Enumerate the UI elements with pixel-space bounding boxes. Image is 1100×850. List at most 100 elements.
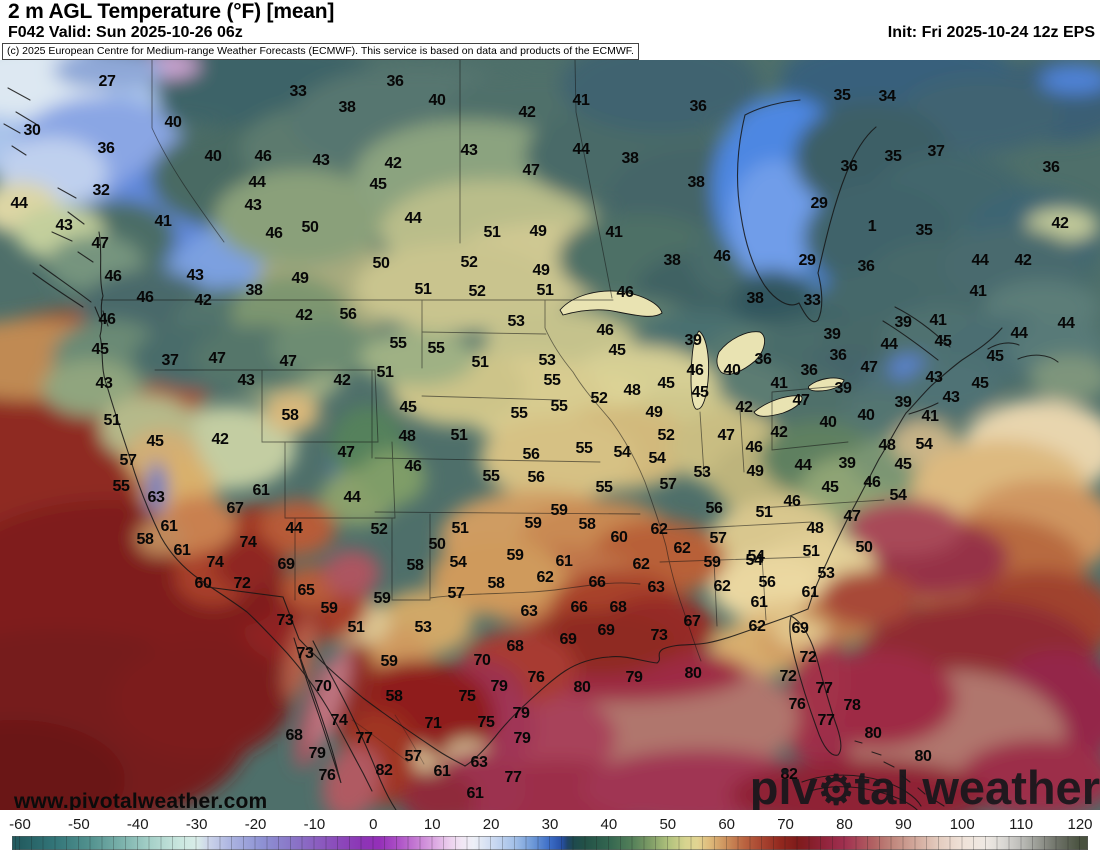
- temp-label: 44: [248, 174, 266, 191]
- temp-label: 51: [755, 504, 773, 521]
- temp-label: 61: [801, 584, 819, 601]
- colorbar-tick: -60: [9, 816, 31, 833]
- temp-label: 51: [414, 281, 432, 298]
- temp-label: 35: [884, 148, 902, 165]
- temp-label: 44: [1057, 315, 1075, 332]
- temp-label: 46: [254, 148, 272, 165]
- temp-label: 55: [427, 340, 445, 357]
- temp-label: 45: [971, 375, 989, 392]
- temp-label: 69: [597, 622, 615, 639]
- great-lakes: [559, 290, 845, 417]
- temp-label: 54: [889, 487, 907, 504]
- temp-label: 40: [857, 407, 875, 424]
- temp-label: 54: [915, 436, 933, 453]
- temp-label: 48: [806, 520, 824, 537]
- temp-label: 45: [91, 341, 109, 358]
- temp-label: 27: [98, 73, 116, 90]
- temp-label: 43: [925, 369, 943, 386]
- temp-label: 44: [971, 252, 989, 269]
- temp-label: 45: [894, 456, 912, 473]
- temp-label: 57: [119, 452, 137, 469]
- temp-label: 53: [538, 352, 556, 369]
- colorbar-segments: [12, 836, 1088, 850]
- temp-label: 59: [703, 554, 721, 571]
- temp-label: 34: [878, 88, 896, 105]
- temp-label: 56: [522, 446, 540, 463]
- temp-label: 39: [684, 332, 702, 349]
- temp-label: 33: [803, 292, 821, 309]
- temp-label: 38: [746, 290, 764, 307]
- temp-label: 79: [512, 705, 530, 722]
- temp-label: 54: [648, 450, 666, 467]
- brand-text-post: tal weather: [854, 761, 1100, 810]
- temp-label: 62: [713, 578, 731, 595]
- temp-label: 44: [880, 336, 898, 353]
- temp-label: 47: [792, 392, 810, 409]
- temp-label: 60: [194, 575, 212, 592]
- temp-label: 59: [320, 600, 338, 617]
- copyright-bar: (c) 2025 European Centre for Medium-rang…: [2, 43, 639, 60]
- temp-label: 73: [650, 627, 668, 644]
- temp-label: 62: [673, 540, 691, 557]
- colorbar-tick: -10: [303, 816, 326, 833]
- temp-label: 37: [161, 352, 179, 369]
- temp-label: 63: [520, 603, 538, 620]
- temp-label: 43: [460, 142, 478, 159]
- temp-label: 78: [843, 697, 861, 714]
- temp-label: 42: [295, 307, 313, 324]
- temp-label: 58: [487, 575, 505, 592]
- temp-label: 58: [281, 407, 299, 424]
- temp-label: 41: [929, 312, 947, 329]
- temp-label: 73: [276, 612, 294, 629]
- temp-label: 46: [783, 493, 801, 510]
- temp-label: 46: [136, 289, 154, 306]
- temp-label: 57: [447, 585, 465, 602]
- colorbar-tick: 110: [1009, 816, 1034, 833]
- temp-label: 42: [211, 431, 229, 448]
- temp-label: 73: [296, 645, 314, 662]
- temp-label: 55: [510, 405, 528, 422]
- temp-label: 53: [817, 565, 835, 582]
- temp-label: 47: [843, 508, 861, 525]
- temp-label: 59: [550, 502, 568, 519]
- temp-label: 58: [136, 531, 154, 548]
- temp-label: 80: [914, 748, 932, 765]
- temp-label: 46: [863, 474, 881, 491]
- colorbar-tick: 100: [949, 816, 975, 833]
- gear-icon: ⚙: [817, 767, 855, 810]
- temp-label: 36: [386, 73, 404, 90]
- temp-label: 54: [745, 552, 763, 569]
- temp-label: 80: [573, 679, 591, 696]
- temp-label: 47: [208, 350, 226, 367]
- temp-label: 42: [384, 155, 402, 172]
- temp-label: 63: [647, 579, 665, 596]
- colorbar-tick: -20: [244, 816, 267, 833]
- temp-label: 43: [95, 375, 113, 392]
- temp-label: 41: [969, 283, 987, 300]
- temp-label: 70: [314, 678, 332, 695]
- temp-label: 40: [819, 414, 837, 431]
- temp-label: 61: [466, 785, 484, 802]
- temp-label: 41: [572, 92, 590, 109]
- temp-label: 69: [791, 620, 809, 637]
- temp-label: 39: [894, 314, 912, 331]
- temp-label: 46: [745, 439, 763, 456]
- temp-label: 58: [406, 557, 424, 574]
- temp-label: 57: [404, 748, 422, 765]
- temp-label: 45: [369, 176, 387, 193]
- temp-label: 40: [428, 92, 446, 109]
- temp-label: 62: [748, 618, 766, 635]
- temp-label: 74: [239, 534, 257, 551]
- temp-label: 59: [380, 653, 398, 670]
- temp-label: 56: [758, 574, 776, 591]
- temp-label: 76: [318, 767, 336, 784]
- colorbar-tick: 0: [369, 816, 378, 833]
- temp-label: 44: [572, 141, 590, 158]
- temp-label: 48: [878, 437, 896, 454]
- temp-label: 56: [339, 306, 357, 323]
- brand-text-pre: piv: [749, 761, 818, 810]
- temp-label: 43: [237, 372, 255, 389]
- temp-label: 55: [550, 398, 568, 415]
- temp-label: 55: [575, 440, 593, 457]
- colorbar-tick: -40: [126, 816, 149, 833]
